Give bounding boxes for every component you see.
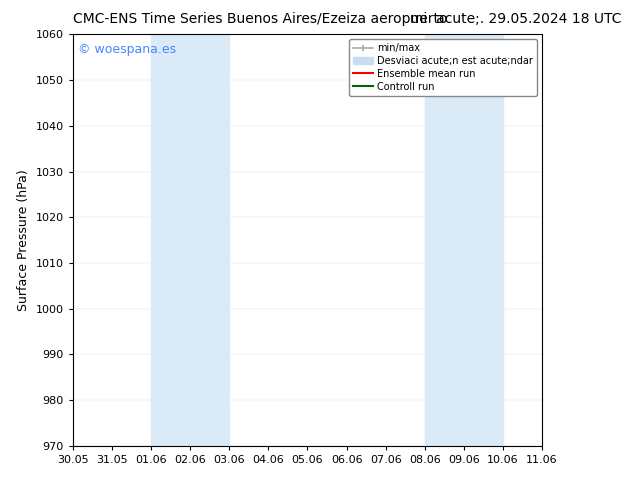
Bar (151, 34, 230, 446)
Legend: min/max, Desviaci acute;n est acute;ndar, Ensemble mean run, Controll run: min/max, Desviaci acute;n est acute;ndar… (349, 39, 537, 96)
Text: mi  acute;. 29.05.2024 18 UTC: mi acute;. 29.05.2024 18 UTC (410, 12, 621, 26)
Y-axis label: Surface Pressure (hPa): Surface Pressure (hPa) (17, 169, 30, 311)
Text: CMC-ENS Time Series Buenos Aires/Ezeiza aeropuerto: CMC-ENS Time Series Buenos Aires/Ezeiza … (73, 12, 448, 26)
Bar (425, 34, 503, 446)
Text: © woespana.es: © woespana.es (77, 43, 176, 55)
